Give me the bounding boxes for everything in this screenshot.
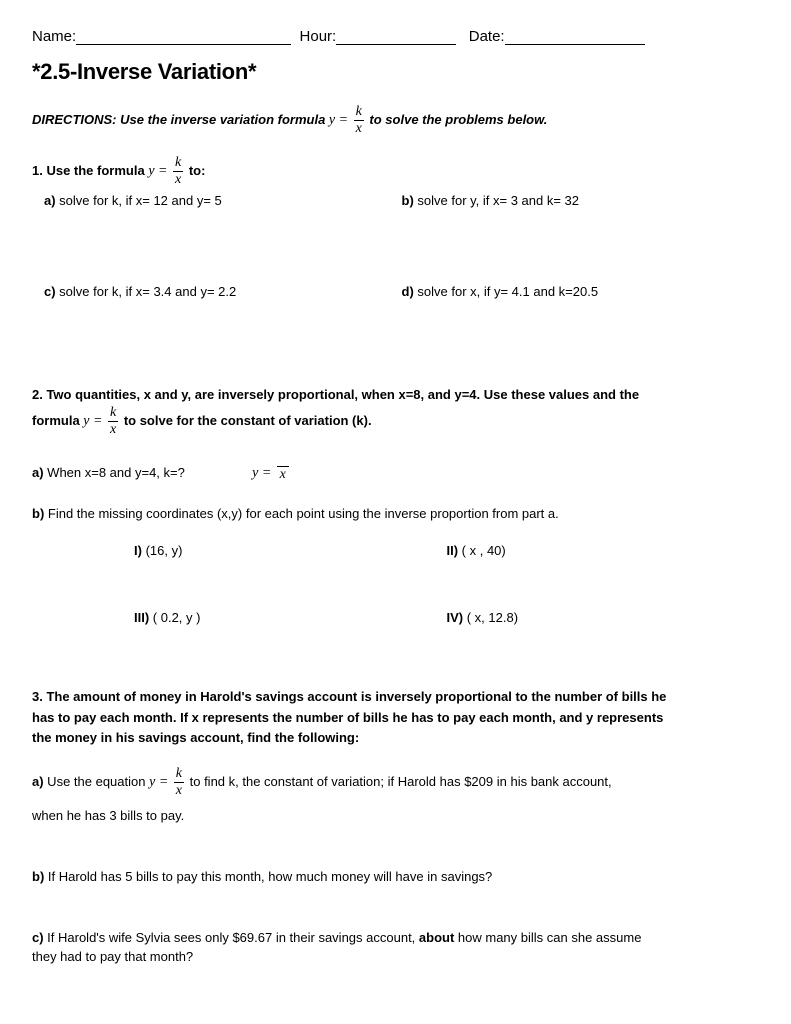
p2-intro-l1: 2. Two quantities, x and y, are inversel…: [32, 385, 759, 406]
hour-label: Hour:: [300, 28, 337, 45]
p1-intro-suffix: to:: [189, 163, 206, 178]
date-blank[interactable]: [505, 31, 645, 45]
worksheet-title: *2.5-Inverse Variation*: [32, 59, 759, 85]
p2-b-ii: II) ( x , 40): [447, 543, 760, 558]
p1-intro-prefix: 1. Use the formula: [32, 163, 148, 178]
name-label: Name:: [32, 28, 76, 45]
p2-b: b) Find the missing coordinates (x,y) fo…: [32, 506, 759, 521]
p3-a: a) Use the equation y = kx to find k, th…: [32, 767, 759, 798]
p2-a: a) When x=8 and y=4, k=? y = x: [32, 465, 759, 482]
directions-suffix: to solve the problems below.: [369, 112, 547, 127]
p1-formula-fraction: kx: [173, 156, 183, 187]
formula-fraction: kx: [354, 105, 364, 136]
hour-blank[interactable]: [336, 31, 456, 45]
p1-d: d) solve for x, if y= 4.1 and k=20.5: [402, 284, 760, 299]
p1-a: a) solve for k, if x= 12 and y= 5: [32, 193, 402, 208]
problem-2: 2. Two quantities, x and y, are inversel…: [32, 385, 759, 671]
p3-a-l2: when he has 3 bills to pay.: [32, 808, 759, 823]
p2-b-iii: III) ( 0.2, y ): [134, 610, 447, 625]
formula-eq: =: [335, 113, 351, 128]
p2a-formula-fraction: x: [277, 465, 289, 482]
p3-c: c) If Harold's wife Sylvia sees only $69…: [32, 930, 759, 945]
directions-prefix: DIRECTIONS: Use the inverse variation fo…: [32, 112, 329, 127]
p3-c-l2: they had to pay that month?: [32, 949, 759, 964]
p1-intro: 1. Use the formula y = kx to:: [32, 156, 759, 187]
p3-intro-l3: the money in his savings account, find t…: [32, 728, 759, 749]
p3-intro-l1: 3. The amount of money in Harold's savin…: [32, 687, 759, 708]
p1-c: c) solve for k, if x= 3.4 and y= 2.2: [32, 284, 402, 299]
worksheet-header: Name: Hour: Date:: [32, 28, 759, 45]
problem-3: 3. The amount of money in Harold's savin…: [32, 687, 759, 964]
p3-intro-l2: has to pay each month. If x represents t…: [32, 708, 759, 729]
p3-b: b) If Harold has 5 bills to pay this mon…: [32, 869, 759, 884]
name-blank[interactable]: [76, 31, 291, 45]
p2-b-i: I) (16, y): [134, 543, 447, 558]
p1-b: b) solve for y, if x= 3 and k= 32: [402, 193, 760, 208]
p3a-formula-fraction: kx: [174, 767, 184, 798]
p2-b-iv: IV) ( x, 12.8): [447, 610, 760, 625]
directions: DIRECTIONS: Use the inverse variation fo…: [32, 105, 759, 136]
p2-formula-fraction: kx: [108, 406, 118, 437]
problem-1: 1. Use the formula y = kx to: a) solve f…: [32, 156, 759, 369]
p2-intro-l2: formula y = kx to solve for the constant…: [32, 406, 759, 437]
date-label: Date:: [469, 28, 505, 45]
